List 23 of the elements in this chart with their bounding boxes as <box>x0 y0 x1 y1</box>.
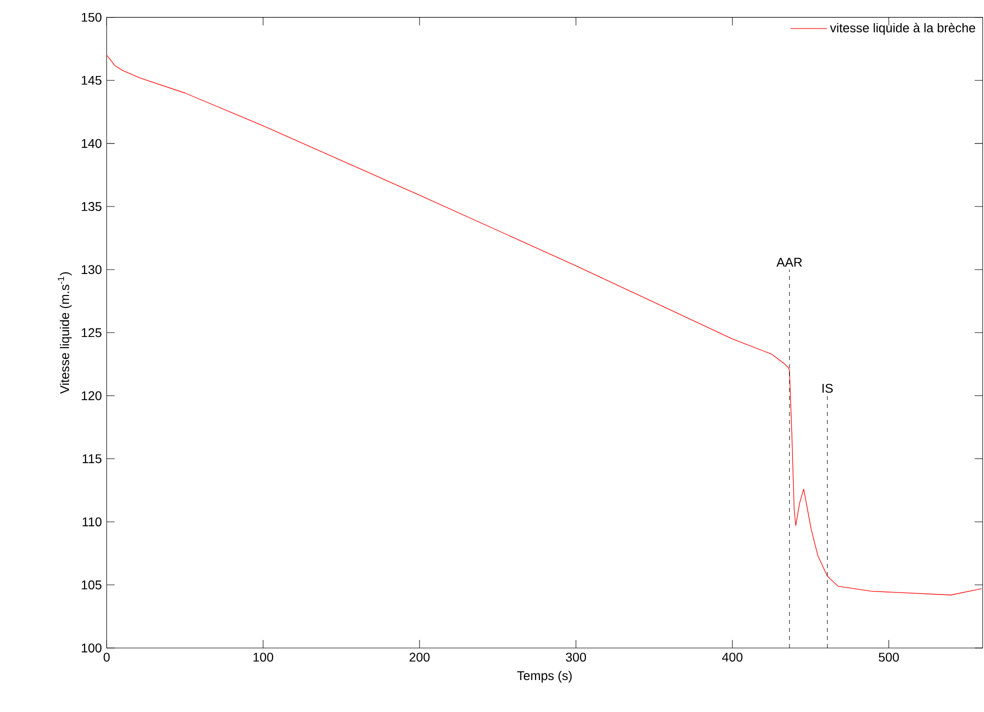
annotation: IS <box>822 384 833 393</box>
y-tick-label: 120 <box>82 391 102 400</box>
x-tick-label: 300 <box>566 652 586 662</box>
x-tick-label: 400 <box>722 652 742 662</box>
x-tick-label: 0 <box>104 652 110 662</box>
y-tick-label: 110 <box>82 517 102 526</box>
annotation: AAR <box>776 258 802 267</box>
y-axis-title: Vitesse liquide (m.s$^{-1}$) <box>58 272 72 394</box>
y-tick-label: 125 <box>82 328 102 338</box>
y-tick-label: 135 <box>82 202 102 212</box>
y-tick-label: 105 <box>82 580 102 590</box>
x-tick-label: 200 <box>410 652 430 662</box>
x-tick-label: 500 <box>878 652 899 662</box>
y-tick-label: 130 <box>82 265 102 274</box>
y-tick-label: 145 <box>82 76 102 85</box>
x-axis-title: Temps (s) <box>517 670 572 683</box>
legend-label: vitesse liquide à la brèche <box>830 22 976 35</box>
line-series <box>106 54 982 596</box>
x-tick-label: 100 <box>253 652 274 662</box>
y-tick-label: 150 <box>82 12 102 22</box>
y-tick-label: 100 <box>82 644 102 652</box>
y-tick-label: 140 <box>82 138 102 148</box>
y-tick-label: 115 <box>82 454 102 464</box>
